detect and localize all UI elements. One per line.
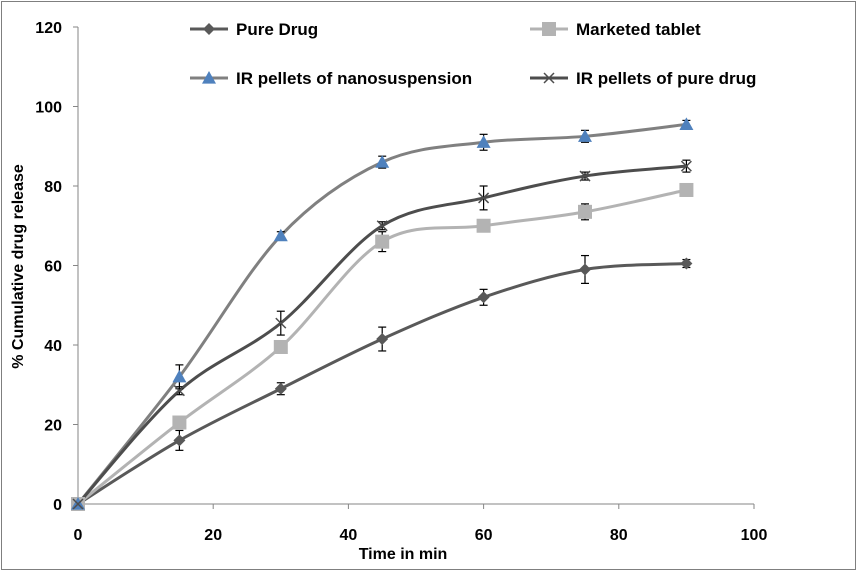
legend-entry-2: Marketed tablet	[530, 20, 701, 39]
x-tick-label: 100	[741, 527, 768, 544]
data-point	[275, 317, 287, 329]
legend-label: IR pellets of nanosuspension	[236, 69, 472, 88]
x-tick-label: 20	[204, 527, 222, 544]
legend-swatch-marker	[543, 72, 555, 84]
x-marker-stroke	[173, 385, 185, 397]
data-point	[477, 291, 490, 304]
data-point	[478, 192, 490, 204]
y-tick-label: 60	[44, 259, 62, 276]
x-tick-label: 40	[340, 527, 358, 544]
x-axis-title: Time in min	[359, 546, 448, 563]
legend-swatch-marker	[542, 22, 556, 36]
legend-entry-3: IR pellets of nanosuspension	[190, 69, 472, 88]
data-point	[679, 182, 694, 197]
x-marker-stroke	[72, 498, 84, 510]
x-tick-label: 80	[610, 527, 628, 544]
x-marker-stroke	[543, 72, 555, 84]
data-point	[273, 339, 288, 354]
y-tick-label: 120	[35, 20, 62, 37]
legend-entry-4: IR pellets of pure drug	[530, 69, 756, 88]
legend-label: IR pellets of pure drug	[576, 69, 756, 88]
data-point	[375, 155, 390, 168]
x-tick-label: 60	[475, 527, 493, 544]
x-marker-stroke	[376, 220, 388, 232]
data-point	[72, 498, 84, 510]
y-axis-title: % Cumulative drug release	[10, 164, 27, 369]
y-tick-label: 40	[44, 338, 62, 355]
x-marker-stroke	[579, 170, 591, 182]
legend-label: Pure Drug	[236, 20, 318, 39]
data-point	[172, 369, 187, 383]
y-tick-label: 100	[35, 100, 62, 117]
data-point	[680, 160, 692, 172]
data-point	[375, 234, 390, 249]
data-point	[376, 220, 388, 232]
data-point	[579, 263, 591, 276]
x-marker-stroke	[275, 317, 287, 329]
legend: Pure Drug Marketed tablet IR pellets of na…	[190, 20, 756, 88]
data-point	[173, 385, 185, 397]
data-point	[173, 434, 186, 447]
series-lines	[76, 122, 688, 506]
data-point	[680, 257, 693, 270]
data-point	[274, 382, 287, 395]
x-marker-stroke	[680, 160, 692, 172]
y-tick-label: 80	[44, 179, 62, 196]
data-point	[476, 135, 491, 148]
data-point	[578, 129, 592, 142]
data-point	[578, 204, 592, 219]
y-tick-label: 0	[53, 497, 62, 514]
x-marker-stroke	[478, 192, 490, 204]
axes: 0 20 40 60 80 100 120 0 20 40 60 80 100 Time in min % …	[10, 20, 767, 563]
error-bars	[175, 119, 691, 451]
data-point	[376, 333, 389, 346]
y-tick-label: 20	[44, 418, 62, 435]
data-point	[476, 218, 491, 233]
legend-swatch-marker	[203, 23, 215, 35]
series-markers	[71, 117, 694, 511]
legend-label: Marketed tablet	[576, 20, 701, 39]
data-point	[172, 415, 187, 430]
legend-swatch-marker	[202, 71, 216, 84]
x-tick-label: 0	[74, 527, 83, 544]
data-point	[579, 170, 591, 182]
legend-entry-1: Pure Drug	[190, 20, 318, 39]
series-line-1	[76, 262, 688, 506]
data-point	[273, 228, 288, 242]
data-point	[679, 117, 694, 130]
